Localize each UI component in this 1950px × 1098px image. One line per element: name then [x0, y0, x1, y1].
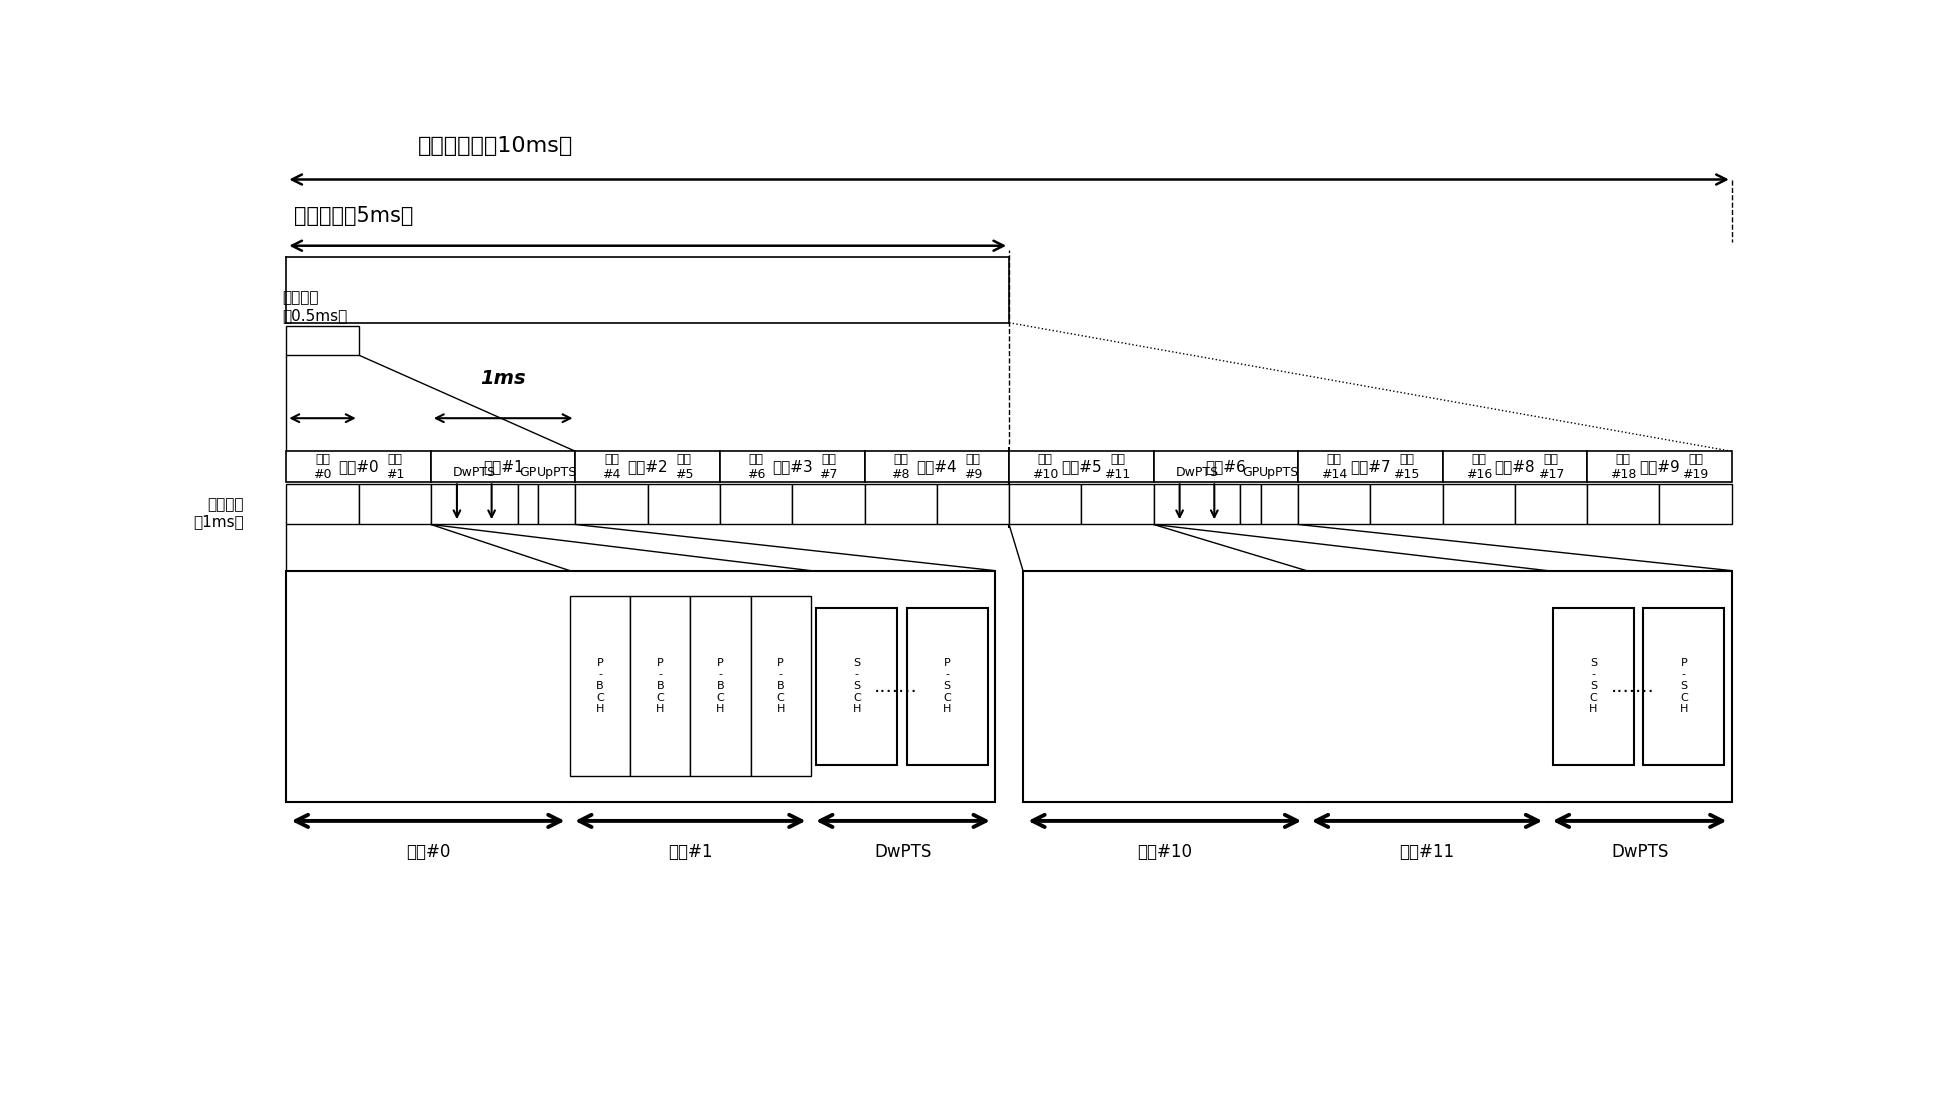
Text: 时隙#0: 时隙#0	[406, 842, 450, 861]
Text: 时隙
#5: 时隙 #5	[675, 452, 692, 481]
Text: 时隙
#18: 时隙 #18	[1611, 452, 1636, 481]
Bar	[287, 326, 359, 355]
Bar	[1515, 483, 1587, 525]
Bar	[1587, 483, 1659, 525]
Bar	[1299, 483, 1371, 525]
Text: 时隙
#19: 时隙 #19	[1683, 452, 1708, 481]
Text: 一个时隙
（0.5ms）: 一个时隙 （0.5ms）	[283, 290, 347, 323]
Bar	[1240, 483, 1260, 525]
Bar	[1008, 451, 1154, 482]
Bar	[538, 483, 575, 525]
Bar	[907, 607, 989, 764]
Bar	[1552, 607, 1634, 764]
Bar	[1659, 483, 1732, 525]
Text: 时隙
#15: 时隙 #15	[1394, 452, 1420, 481]
Text: P
-
B
C
H: P - B C H	[597, 658, 604, 715]
Text: DwPTS: DwPTS	[1176, 466, 1219, 479]
Text: 子帧#7: 子帧#7	[1349, 459, 1390, 474]
Bar	[1082, 483, 1154, 525]
Bar	[1260, 483, 1299, 525]
Bar	[1587, 451, 1732, 482]
Bar	[630, 596, 690, 776]
Bar	[287, 483, 359, 525]
Text: DwPTS: DwPTS	[874, 842, 932, 861]
Text: GP: GP	[1242, 466, 1260, 479]
Text: 一个无线帧（10ms）: 一个无线帧（10ms）	[417, 136, 573, 156]
Bar	[431, 451, 575, 482]
Text: 子帧#0: 子帧#0	[339, 459, 378, 474]
Text: DwPTS: DwPTS	[1611, 842, 1669, 861]
Text: 1ms: 1ms	[480, 369, 526, 388]
Text: 子帧#2: 子帧#2	[628, 459, 669, 474]
Text: 一个半帧（5ms）: 一个半帧（5ms）	[294, 206, 413, 226]
Text: 时隙
#11: 时隙 #11	[1104, 452, 1131, 481]
Bar	[287, 571, 994, 802]
Bar	[569, 596, 630, 776]
Text: P
-
B
C
H: P - B C H	[776, 658, 786, 715]
Bar	[1371, 483, 1443, 525]
Text: P
-
B
C
H: P - B C H	[655, 658, 665, 715]
Text: 时隙
#7: 时隙 #7	[819, 452, 838, 481]
Bar	[720, 451, 864, 482]
Text: 子帧#3: 子帧#3	[772, 459, 813, 474]
Bar	[864, 451, 1008, 482]
Text: 时隙
#1: 时隙 #1	[386, 452, 404, 481]
Text: 子帧#4: 子帧#4	[916, 459, 957, 474]
Bar	[1644, 607, 1724, 764]
Bar	[690, 596, 751, 776]
Bar	[817, 607, 897, 764]
Text: 时隙
#14: 时隙 #14	[1322, 452, 1347, 481]
Bar	[1443, 451, 1587, 482]
Text: 子帧#5: 子帧#5	[1061, 459, 1102, 474]
Text: 子帧#8: 子帧#8	[1494, 459, 1535, 474]
Text: GP: GP	[519, 466, 536, 479]
Text: UpPTS: UpPTS	[536, 466, 577, 479]
Text: P
-
S
C
H: P - S C H	[944, 658, 952, 715]
Bar	[720, 483, 792, 525]
Text: UpPTS: UpPTS	[1260, 466, 1299, 479]
Text: 子帧#6: 子帧#6	[1205, 459, 1246, 474]
Bar	[575, 483, 647, 525]
Text: P
-
S
C
H: P - S C H	[1679, 658, 1689, 715]
Bar	[1024, 571, 1732, 802]
Text: 子帧#1: 子帧#1	[484, 459, 523, 474]
Bar	[575, 451, 720, 482]
Bar	[1008, 483, 1082, 525]
Bar	[1443, 483, 1515, 525]
Text: 时隙
#9: 时隙 #9	[963, 452, 983, 481]
Text: 一个子帧
（1ms）: 一个子帧 （1ms）	[193, 497, 244, 529]
Text: 时隙
#6: 时隙 #6	[747, 452, 764, 481]
Bar	[936, 483, 1008, 525]
Text: 子帧#9: 子帧#9	[1640, 459, 1679, 474]
Text: 时隙
#10: 时隙 #10	[1032, 452, 1059, 481]
Text: DwPTS: DwPTS	[452, 466, 495, 479]
Bar	[792, 483, 864, 525]
Text: S
-
S
C
H: S - S C H	[1589, 658, 1597, 715]
Bar	[287, 451, 431, 482]
Bar	[431, 483, 517, 525]
Text: 时隙
#17: 时隙 #17	[1539, 452, 1564, 481]
Bar	[359, 483, 431, 525]
Text: 时隙
#8: 时隙 #8	[891, 452, 911, 481]
Text: 时隙#11: 时隙#11	[1400, 842, 1455, 861]
Bar	[1154, 483, 1240, 525]
Text: .......: .......	[1611, 676, 1654, 696]
Text: 时隙#10: 时隙#10	[1137, 842, 1191, 861]
Text: .......: .......	[874, 676, 918, 696]
Text: S
-
S
C
H: S - S C H	[852, 658, 862, 715]
Bar	[864, 483, 936, 525]
Bar	[1299, 451, 1443, 482]
Bar	[517, 483, 538, 525]
Bar	[1154, 451, 1299, 482]
Bar	[647, 483, 720, 525]
Text: 时隙
#0: 时隙 #0	[314, 452, 332, 481]
Text: 时隙#1: 时隙#1	[669, 842, 712, 861]
Text: P
-
B
C
H: P - B C H	[716, 658, 725, 715]
Text: 时隙
#16: 时隙 #16	[1466, 452, 1492, 481]
Bar	[751, 596, 811, 776]
Text: 时隙
#4: 时隙 #4	[603, 452, 620, 481]
